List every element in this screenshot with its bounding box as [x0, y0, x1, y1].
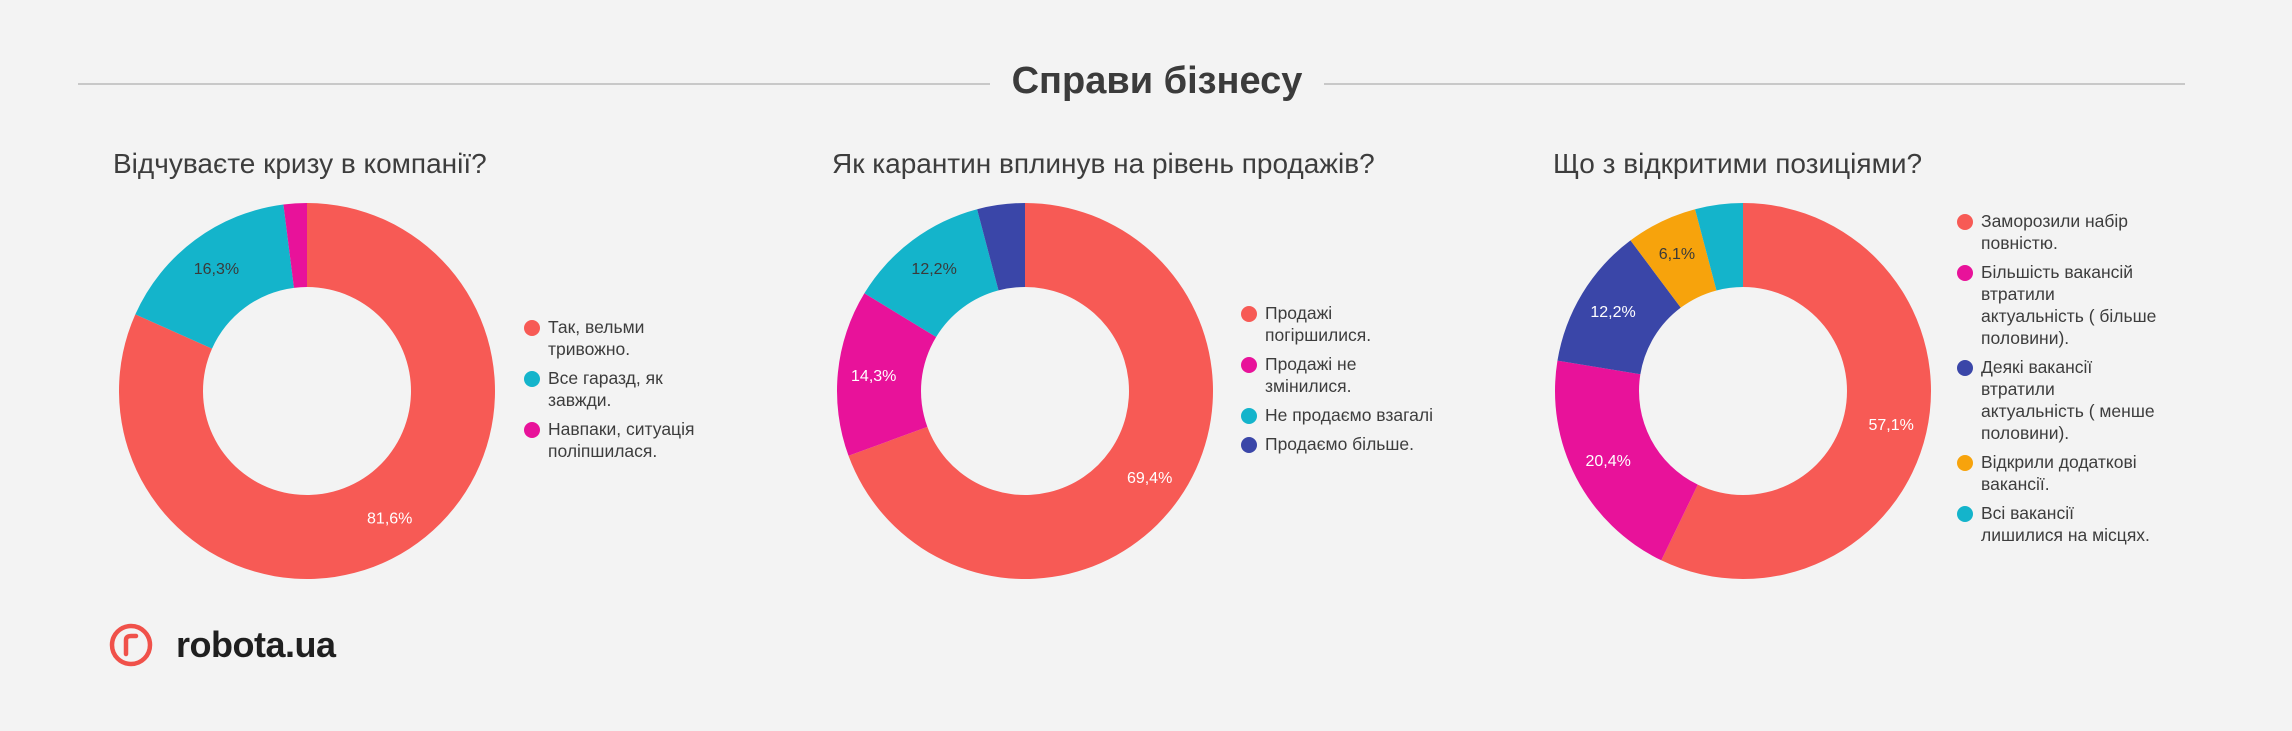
legend-label: Всі вакансії лишилися на місцях. [1981, 503, 2150, 545]
data-label-positions-2: 20,4% [1585, 453, 1630, 470]
slice-crisis-1 [119, 203, 495, 579]
brand-name: robota.ua [176, 624, 336, 665]
legend-label: Заморозили набір повністю. [1981, 211, 2129, 253]
legend-swatch [1957, 360, 1973, 376]
slice-crisis-3 [283, 203, 307, 288]
chart-title-sales: Як карантин вплинув на рівень продажів? [832, 148, 1375, 179]
slice-positions-2 [1555, 360, 1698, 561]
slice-positions-3 [1557, 240, 1681, 375]
legend-item-crisis-3: Навпаки, ситуація поліпшилася. [524, 418, 724, 462]
legend-label: Навпаки, ситуація поліпшилася. [548, 419, 695, 461]
legend-item-positions-5: Всі вакансії лишилися на місцях. [1957, 502, 2157, 546]
legend-label: Більшість вакансій втратили актуальність… [1981, 262, 2157, 348]
legend-label: Продажі не змінилися. [1265, 354, 1357, 396]
legend-swatch [1241, 306, 1257, 322]
legend-sales: Продажі погіршилися. Продажі не змінилися… [1241, 302, 1441, 462]
legend-swatch [524, 320, 540, 336]
legend-swatch [1957, 455, 1973, 471]
legend-swatch [524, 371, 540, 387]
donut-chart-crisis: 81,6% 16,3% [119, 203, 495, 579]
chart-title-crisis: Відчуваєте кризу в компанії? [113, 148, 487, 179]
data-label-positions-3: 12,2% [1590, 304, 1635, 321]
legend-label: Відкрили додаткові вакансії. [1981, 452, 2137, 494]
legend-swatch [1957, 214, 1973, 230]
legend-item-positions-2: Більшість вакансій втратили актуальність… [1957, 261, 2157, 349]
legend-label: Не продаємо взагалі [1265, 405, 1433, 425]
data-label-crisis-1: 81,6% [367, 511, 412, 528]
data-label-positions-4: 6,1% [1659, 246, 1695, 263]
slice-positions-1 [1661, 203, 1931, 580]
slice-positions-5 [1695, 203, 1743, 291]
legend-label: Все гаразд, як завжди. [548, 368, 663, 410]
legend-label: Продаємо більше. [1265, 434, 1415, 454]
legend-label: Так, вельми тривожно. [548, 317, 645, 359]
legend-swatch [1241, 357, 1257, 373]
legend-swatch [524, 422, 540, 438]
legend-swatch [1957, 265, 1973, 281]
header-rule-right [1324, 83, 2185, 85]
legend-swatch [1957, 506, 1973, 522]
legend-item-crisis-1: Так, вельми тривожно. [524, 316, 724, 360]
robota-logo-icon [109, 623, 153, 667]
legend-crisis: Так, вельми тривожно. Все гаразд, як завж… [524, 316, 724, 469]
slice-sales-1 [848, 203, 1213, 579]
legend-label: Продажі погіршилися. [1265, 303, 1372, 345]
slice-sales-4 [977, 203, 1025, 291]
legend-item-crisis-2: Все гаразд, як завжди. [524, 367, 724, 411]
slice-sales-3 [864, 209, 999, 337]
data-label-sales-3: 12,2% [911, 261, 956, 278]
header-rule-left [78, 83, 990, 85]
data-label-sales-2: 14,3% [851, 368, 896, 385]
header: Справи бізнесу [78, 52, 2185, 112]
legend-label: Деякі вакансії втратили актуальність ( м… [1981, 357, 2155, 443]
legend-positions: Заморозили набір повністю. Більшість вака… [1957, 210, 2157, 553]
data-label-positions-1: 57,1% [1868, 417, 1913, 434]
donut-chart-sales: 69,4% 14,3% 12,2% [837, 203, 1213, 579]
legend-item-sales-3: Не продаємо взагалі [1241, 404, 1441, 426]
legend-item-sales-2: Продажі не змінилися. [1241, 353, 1441, 397]
slice-positions-4 [1630, 209, 1717, 308]
page-title: Справи бізнесу [1011, 60, 1303, 102]
data-label-crisis-2: 16,3% [194, 261, 239, 278]
data-label-sales-1: 69,4% [1127, 470, 1172, 487]
chart-title-positions: Що з відкритими позиціями? [1553, 148, 1923, 179]
slice-crisis-2 [135, 204, 294, 349]
slice-sales-2 [837, 293, 937, 456]
legend-swatch [1241, 408, 1257, 424]
legend-item-sales-1: Продажі погіршилися. [1241, 302, 1441, 346]
legend-item-positions-4: Відкрили додаткові вакансії. [1957, 451, 2157, 495]
legend-swatch [1241, 437, 1257, 453]
legend-item-sales-4: Продаємо більше. [1241, 433, 1441, 455]
legend-item-positions-3: Деякі вакансії втратили актуальність ( м… [1957, 356, 2157, 444]
legend-item-positions-1: Заморозили набір повністю. [1957, 210, 2157, 254]
donut-chart-positions: 57,1% 20,4% 12,2% 6,1% [1555, 203, 1931, 580]
